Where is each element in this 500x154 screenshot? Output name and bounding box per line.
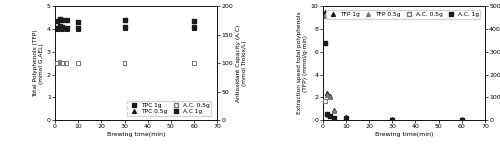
Point — [330, 116, 338, 119]
X-axis label: Brewing time(min): Brewing time(min) — [374, 132, 433, 137]
Point — [190, 20, 198, 22]
Point — [190, 62, 198, 64]
Y-axis label: Extraction speed total polyphenols
(TFP) (mmol/g·min): Extraction speed total polyphenols (TFP)… — [297, 12, 308, 114]
Point — [321, 41, 329, 44]
Point — [62, 62, 70, 64]
Point — [326, 115, 334, 117]
Point — [74, 28, 82, 30]
Point — [388, 118, 396, 120]
Point — [458, 119, 466, 121]
Point — [321, 99, 329, 102]
Point — [56, 61, 64, 63]
Legend: TFP 1g, TFP 0.5g, A.C. 0.5g, A.C. 1g: TFP 1g, TFP 0.5g, A.C. 0.5g, A.C. 1g — [326, 10, 480, 19]
Point — [120, 19, 128, 21]
X-axis label: Brewing time(min): Brewing time(min) — [107, 132, 166, 137]
Point — [58, 19, 66, 21]
Point — [190, 27, 198, 29]
Point — [324, 94, 332, 96]
Point — [342, 116, 350, 119]
Point — [74, 27, 82, 29]
Point — [74, 62, 82, 64]
Point — [388, 119, 396, 121]
Point — [458, 119, 466, 121]
Point — [321, 15, 329, 18]
Point — [120, 25, 128, 28]
Legend: TPC 1g, TPC 0.5g, A.C. 0.5g, A.C 1g: TPC 1g, TPC 0.5g, A.C. 0.5g, A.C 1g — [126, 101, 211, 116]
Point — [62, 28, 70, 30]
Point — [58, 25, 66, 28]
Point — [54, 28, 62, 30]
Point — [120, 27, 128, 29]
Point — [324, 92, 332, 95]
Y-axis label: Antioxidant Capacity (A.C)
(mmol Trolox/L): Antioxidant Capacity (A.C) (mmol Trolox/… — [236, 24, 247, 102]
Point — [342, 116, 350, 119]
Point — [54, 27, 62, 29]
Point — [54, 62, 62, 64]
Point — [388, 118, 396, 120]
Point — [56, 17, 64, 20]
Point — [74, 21, 82, 23]
Point — [388, 119, 396, 121]
Point — [458, 118, 466, 121]
Y-axis label: Total Polyphenols (TFP)
(mmol G.AEL): Total Polyphenols (TFP) (mmol G.AEL) — [34, 29, 44, 97]
Point — [54, 20, 62, 22]
Point — [56, 24, 64, 27]
Point — [324, 113, 332, 116]
Point — [342, 118, 350, 121]
Point — [326, 95, 334, 97]
Point — [62, 27, 70, 29]
Point — [458, 118, 466, 121]
Point — [324, 114, 332, 116]
Point — [56, 27, 64, 29]
Point — [58, 28, 66, 30]
Point — [190, 25, 198, 28]
Point — [120, 62, 128, 64]
Point — [330, 117, 338, 119]
Point — [62, 19, 70, 21]
Point — [326, 96, 334, 99]
Point — [342, 116, 350, 118]
Point — [330, 109, 338, 111]
Point — [321, 11, 329, 13]
Point — [58, 62, 66, 64]
Point — [326, 114, 334, 117]
Point — [330, 109, 338, 112]
